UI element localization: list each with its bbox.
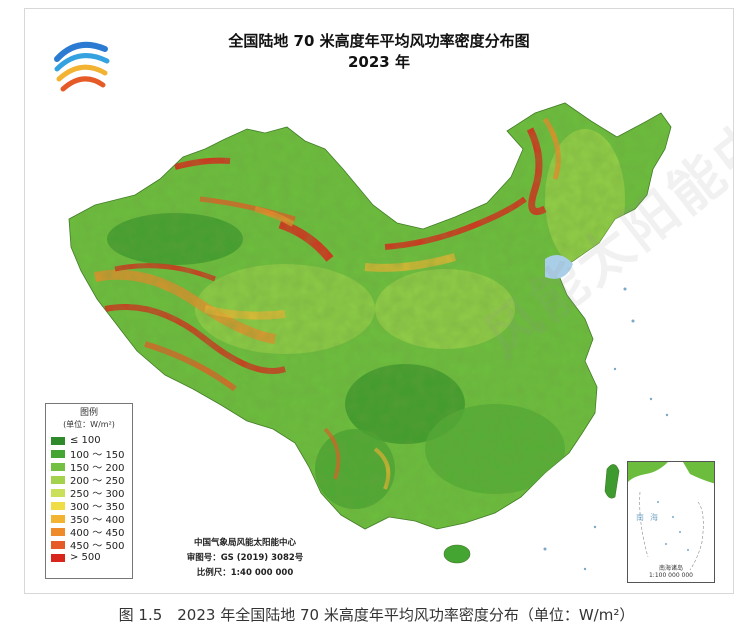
legend-swatch xyxy=(51,449,65,458)
taiwan-island xyxy=(604,464,620,499)
map-title-year: 2023 年 xyxy=(348,53,410,71)
legend-swatch xyxy=(51,501,65,510)
legend-swatch xyxy=(51,527,65,536)
map-credits: 中国气象局风能太阳能中心 审图号：GS (2019) 3082号 比例尺：1:4… xyxy=(175,536,315,581)
legend-item: 150 ～ 200 xyxy=(51,460,127,474)
legend-label: 400 ～ 450 xyxy=(70,528,125,539)
legend-item: 350 ～ 400 xyxy=(51,512,127,526)
map-title-main: 全国陆地 70 米高度年平均风功率密度分布图 xyxy=(228,32,530,50)
wind-solar-center-logo xyxy=(54,41,110,92)
figure-caption: 图 1.5 2023 年全国陆地 70 米高度年平均风功率密度分布（单位：W/m… xyxy=(118,606,635,624)
wind-power-density-map xyxy=(68,102,672,571)
inset-map xyxy=(628,462,714,571)
legend-swatch xyxy=(51,514,65,523)
inset-caption-name: 南海诸岛 xyxy=(658,565,683,572)
legend-item: > 500 xyxy=(51,551,127,564)
legend-label: 350 ～ 400 xyxy=(70,515,125,526)
legend-item: 450 ～ 500 xyxy=(51,538,127,552)
legend-label: 200 ～ 250 xyxy=(70,476,125,487)
legend-item: 200 ～ 250 xyxy=(51,473,127,487)
map-title: 全国陆地 70 米高度年平均风功率密度分布图 2023 年 xyxy=(25,31,733,73)
credits-approval: 审图号：GS (2019) 3082号 xyxy=(186,553,304,563)
inset-caption-scale: 1:100 000 000 xyxy=(648,572,693,579)
legend-label: 150 ～ 200 xyxy=(70,463,125,474)
credits-scale: 比例尺：1:40 000 000 xyxy=(196,568,294,578)
south-china-sea-inset: 南海 南海诸岛 1:100 000 000 xyxy=(627,461,715,583)
legend-label: 100 ～ 150 xyxy=(70,450,125,461)
bohai-sea xyxy=(545,255,573,279)
legend-item: ≤ 100 xyxy=(51,434,127,447)
legend-title: 图例 xyxy=(79,408,98,418)
inset-caption: 南海诸岛 1:100 000 000 xyxy=(628,565,714,579)
hainan-island xyxy=(443,544,471,564)
legend-label: 250 ～ 300 xyxy=(70,489,125,500)
legend-swatch xyxy=(51,553,65,562)
legend-swatch xyxy=(51,488,65,497)
legend-items: ≤ 100 100 ～ 150 150 ～ 200 200 ～ 250 250 ～ 30… xyxy=(51,434,127,564)
legend-swatch xyxy=(51,540,65,549)
map-legend: 图例 (单位：W/m²) ≤ 100 100 ～ 150 150 ～ 200 200 … xyxy=(45,403,133,579)
legend-swatch xyxy=(51,462,65,471)
map-figure: 全国陆地 70 米高度年平均风功率密度分布图 2023 年 图例 (单位：W/m… xyxy=(24,8,734,594)
legend-label: 300 ～ 350 xyxy=(70,502,125,513)
legend-swatch xyxy=(51,475,65,484)
inset-sea-label: 南海 xyxy=(636,513,664,522)
legend-item: 400 ～ 450 xyxy=(51,525,127,539)
legend-item: 250 ～ 300 xyxy=(51,486,127,500)
legend-label: ≤ 100 xyxy=(70,435,101,446)
legend-label: > 500 xyxy=(70,552,101,563)
legend-unit: (单位：W/m²) xyxy=(63,420,115,429)
legend-item: 300 ～ 350 xyxy=(51,499,127,513)
legend-item: 100 ～ 150 xyxy=(51,447,127,461)
credits-org: 中国气象局风能太阳能中心 xyxy=(193,538,296,548)
legend-swatch xyxy=(51,436,65,445)
sea-islands xyxy=(543,287,669,571)
legend-label: 450 ～ 500 xyxy=(70,541,125,552)
